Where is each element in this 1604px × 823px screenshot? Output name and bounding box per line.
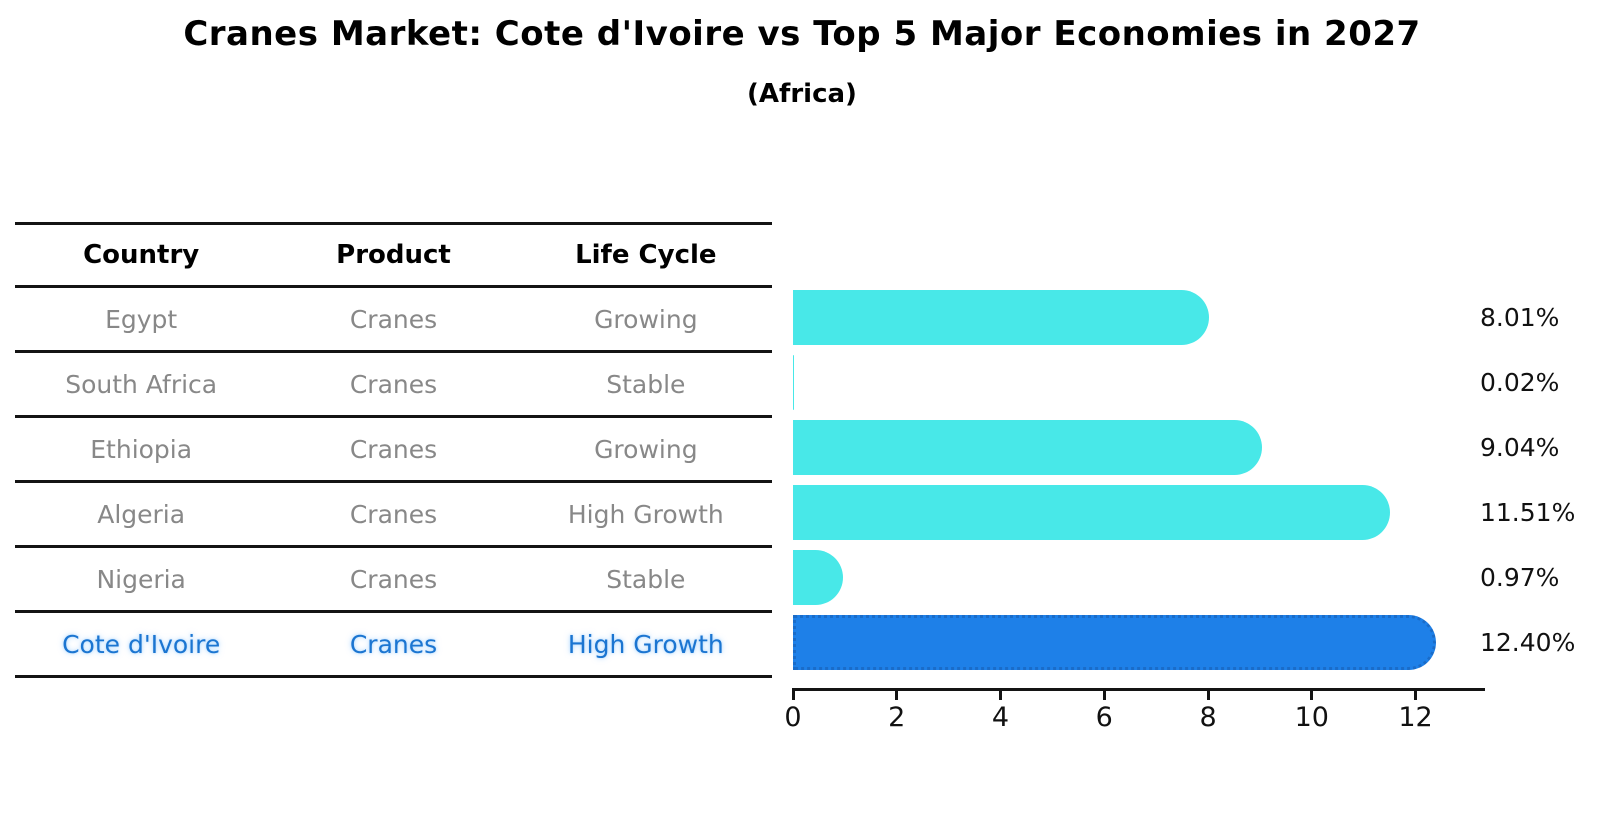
cell-country: Cote d'Ivoire xyxy=(62,629,221,659)
x-tick-mark xyxy=(999,691,1003,700)
bar-egypt xyxy=(793,290,1209,345)
value-label-column: 8.01% 0.02% 9.04% 11.51% 0.97% 12.40% xyxy=(1480,285,1600,675)
x-tick-label: 8 xyxy=(1199,702,1217,733)
cell-country: Egypt xyxy=(105,304,178,334)
x-tick-mark xyxy=(791,691,795,700)
column-header-product: Product xyxy=(336,240,451,270)
cell-country: Ethiopia xyxy=(90,434,193,464)
cell-life-cycle: Growing xyxy=(594,304,698,334)
table-row: South Africa Cranes Stable xyxy=(15,353,772,418)
cell-product: Cranes xyxy=(349,304,438,334)
table-row: Algeria Cranes High Growth xyxy=(15,483,772,548)
bar-chart-plot-area xyxy=(793,285,1483,675)
x-tick-mark xyxy=(1206,691,1210,700)
bar-algeria xyxy=(793,485,1391,540)
chart-subtitle: (Africa) xyxy=(747,79,857,109)
cell-product: Cranes xyxy=(349,629,438,659)
x-tick-mark xyxy=(895,691,899,700)
bar-row xyxy=(793,415,1483,480)
x-tick-label: 4 xyxy=(991,702,1010,733)
cell-life-cycle: Stable xyxy=(606,369,686,399)
x-axis-line xyxy=(792,688,1485,691)
x-tick-label: 0 xyxy=(784,702,802,733)
column-header-life-cycle: Life Cycle xyxy=(575,240,717,270)
bar-ethiopia xyxy=(793,420,1262,475)
cell-country: South Africa xyxy=(65,369,218,399)
value-label-egypt: 8.01% xyxy=(1480,303,1560,332)
cell-product: Cranes xyxy=(349,499,438,529)
cell-product: Cranes xyxy=(349,564,438,594)
bar-nigeria xyxy=(793,550,844,605)
cell-product: Cranes xyxy=(349,434,438,464)
table-row-highlighted: Cote d'Ivoire Cranes High Growth xyxy=(15,613,772,678)
x-tick-label: 12 xyxy=(1398,702,1433,733)
cell-product: Cranes xyxy=(349,369,438,399)
x-tick-mark xyxy=(1414,691,1418,700)
value-label-south-africa: 0.02% xyxy=(1480,368,1560,397)
cell-life-cycle: High Growth xyxy=(567,499,724,529)
country-table: Country Product Life Cycle Egypt Cranes … xyxy=(15,222,772,678)
bar-cote-divoire xyxy=(793,615,1437,670)
chart-title: Cranes Market: Cote d'Ivoire vs Top 5 Ma… xyxy=(183,14,1421,54)
table-header-row: Country Product Life Cycle xyxy=(15,225,772,288)
bar-row xyxy=(793,610,1483,675)
bar-row xyxy=(793,350,1483,415)
bar-row xyxy=(793,480,1483,545)
bar-south-africa xyxy=(793,355,795,410)
x-tick-mark xyxy=(1102,691,1106,700)
bar-row xyxy=(793,285,1483,350)
cell-country: Nigeria xyxy=(96,564,186,594)
value-label-algeria: 11.51% xyxy=(1480,498,1576,527)
table-row: Ethiopia Cranes Growing xyxy=(15,418,772,483)
x-tick-label: 6 xyxy=(1095,702,1113,733)
cell-life-cycle: High Growth xyxy=(567,629,724,659)
bar-row xyxy=(793,545,1483,610)
cell-life-cycle: Growing xyxy=(594,434,698,464)
x-axis-ticks: 0 2 4 6 8 10 12 xyxy=(784,691,1483,737)
x-tick-label: 2 xyxy=(888,702,906,733)
table-row: Egypt Cranes Growing xyxy=(15,288,772,353)
value-label-ethiopia: 9.04% xyxy=(1480,433,1560,462)
value-label-cote-divoire: 12.40% xyxy=(1480,628,1576,657)
table-row: Nigeria Cranes Stable xyxy=(15,548,772,613)
value-label-nigeria: 0.97% xyxy=(1480,563,1560,592)
cell-life-cycle: Stable xyxy=(606,564,686,594)
x-tick-label: 10 xyxy=(1294,702,1329,733)
x-tick-mark xyxy=(1310,691,1314,700)
cell-country: Algeria xyxy=(97,499,186,529)
column-header-country: Country xyxy=(83,240,200,270)
